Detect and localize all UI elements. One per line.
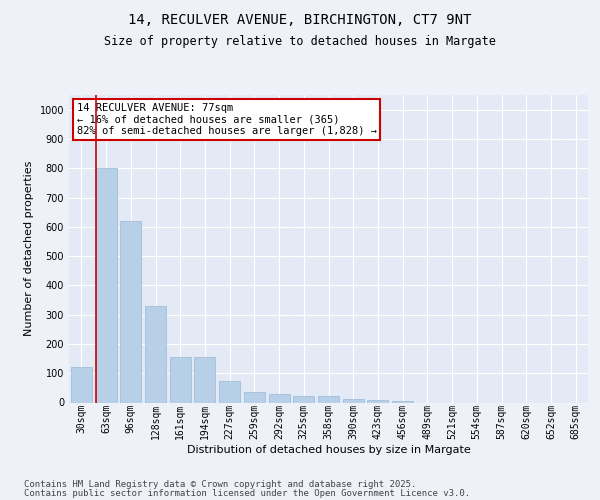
- Bar: [392, 401, 413, 402]
- Text: Size of property relative to detached houses in Margate: Size of property relative to detached ho…: [104, 35, 496, 48]
- Bar: [145, 306, 166, 402]
- Bar: [269, 394, 290, 402]
- Bar: [293, 396, 314, 402]
- Bar: [219, 380, 240, 402]
- Text: Contains HM Land Registry data © Crown copyright and database right 2025.: Contains HM Land Registry data © Crown c…: [24, 480, 416, 489]
- Bar: [170, 357, 191, 403]
- Bar: [318, 396, 339, 402]
- Text: 14, RECULVER AVENUE, BIRCHINGTON, CT7 9NT: 14, RECULVER AVENUE, BIRCHINGTON, CT7 9N…: [128, 12, 472, 26]
- Text: 14 RECULVER AVENUE: 77sqm
← 16% of detached houses are smaller (365)
82% of semi: 14 RECULVER AVENUE: 77sqm ← 16% of detac…: [77, 102, 377, 136]
- Bar: [244, 392, 265, 402]
- Bar: [95, 168, 116, 402]
- Bar: [71, 368, 92, 402]
- Bar: [194, 357, 215, 403]
- Bar: [120, 221, 141, 402]
- X-axis label: Distribution of detached houses by size in Margate: Distribution of detached houses by size …: [187, 444, 470, 454]
- Bar: [343, 399, 364, 402]
- Bar: [367, 400, 388, 402]
- Text: Contains public sector information licensed under the Open Government Licence v3: Contains public sector information licen…: [24, 489, 470, 498]
- Y-axis label: Number of detached properties: Number of detached properties: [24, 161, 34, 336]
